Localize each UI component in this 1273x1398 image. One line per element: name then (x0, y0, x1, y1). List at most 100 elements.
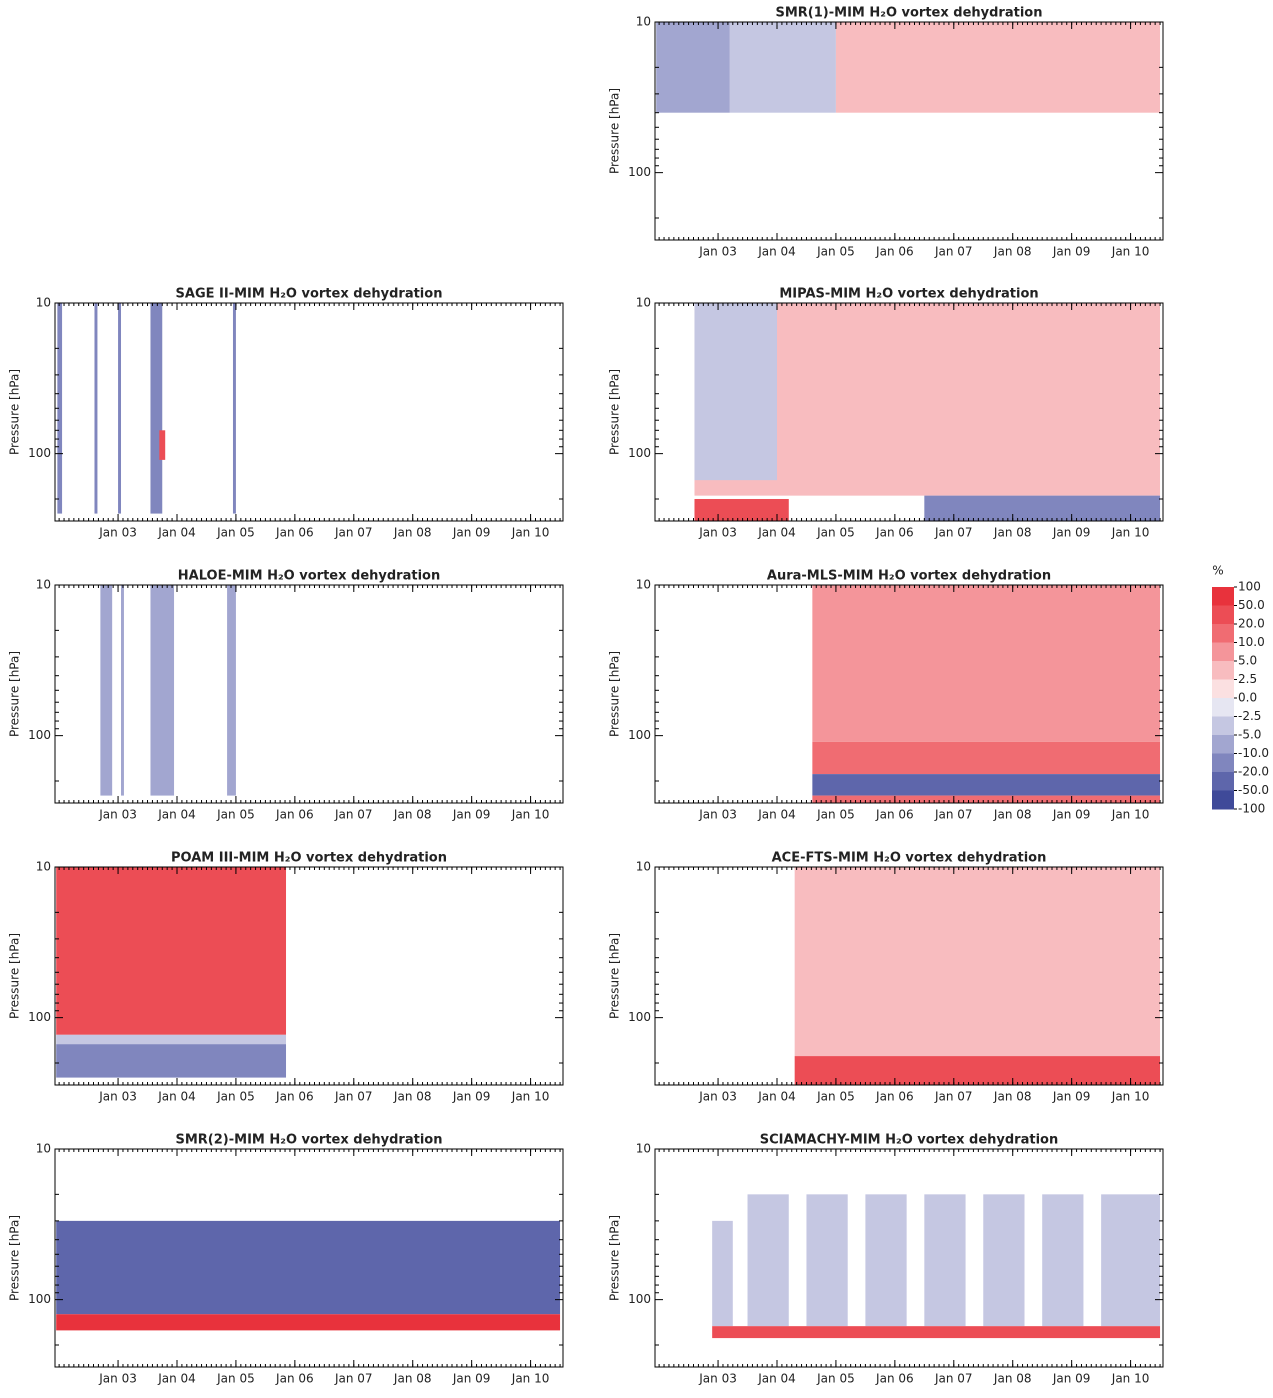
y-axis-label: Pressure [hPa] (8, 651, 22, 737)
colorbar-swatch (1212, 642, 1234, 662)
heat-cell (150, 585, 175, 796)
x-tick-label: Jan 06 (275, 1372, 314, 1386)
panel: HALOE-MIM H₂O vortex dehydration Pressure… (8, 569, 564, 822)
panel-title: MIPAS-MIM H₂O vortex dehydration (779, 287, 1038, 302)
y-tick-label: 100 (628, 1010, 651, 1024)
y-tick-label: 10 (636, 1142, 651, 1156)
x-tick-label: Jan 03 (698, 808, 737, 822)
heat-cell (56, 1314, 561, 1331)
x-tick-label: Jan 10 (1111, 808, 1150, 822)
x-tick-label: Jan 03 (98, 1090, 137, 1104)
x-tick-label: Jan 06 (275, 526, 314, 540)
colorbar-label: 5.0 (1238, 654, 1257, 668)
heat-cell (924, 495, 1161, 521)
x-tick-label: Jan 05 (216, 526, 255, 540)
plot-frame (654, 302, 1164, 522)
heat-cell (656, 22, 730, 113)
x-tick-label: Jan 03 (698, 245, 737, 259)
heat-cell (865, 1194, 907, 1327)
x-tick-label: Jan 09 (452, 808, 491, 822)
panel-title: SCIAMACHY-MIM H₂O vortex dehydration (760, 1133, 1058, 1148)
colorbar-label: 50.0 (1238, 598, 1265, 612)
x-tick-label: Jan 06 (275, 808, 314, 822)
x-tick-label: Jan 10 (1111, 526, 1150, 540)
y-axis-label: Pressure [hPa] (608, 933, 622, 1019)
plot-frame (54, 584, 564, 804)
heat-cell (712, 1220, 733, 1327)
heat-cell (794, 867, 1161, 1057)
x-tick-label: Jan 08 (993, 526, 1032, 540)
x-tick-label: Jan 05 (816, 526, 855, 540)
x-tick-label: Jan 04 (757, 526, 796, 540)
colorbar-swatch (1212, 587, 1234, 606)
colorbar-label: 100 (1238, 580, 1261, 594)
x-tick-label: Jan 04 (157, 526, 196, 540)
y-tick-label: 10 (36, 296, 51, 310)
x-tick-label: Jan 08 (393, 526, 432, 540)
x-tick-label: Jan 06 (875, 1372, 914, 1386)
panel: SCIAMACHY-MIM H₂O vortex dehydration Pres… (608, 1133, 1164, 1386)
x-tick-label: Jan 09 (1052, 526, 1091, 540)
x-tick-label: Jan 05 (816, 1090, 855, 1104)
panel: Aura-MLS-MIM H₂O vortex dehydration Press… (608, 569, 1164, 822)
x-tick-label: Jan 03 (98, 526, 137, 540)
y-tick-label: 100 (28, 446, 51, 460)
y-tick-label: 100 (628, 446, 651, 460)
panel-title: SMR(2)-MIM H₂O vortex dehydration (176, 1133, 443, 1148)
y-tick-label: 10 (36, 1142, 51, 1156)
x-tick-label: Jan 05 (216, 1372, 255, 1386)
x-tick-label: Jan 10 (1111, 245, 1150, 259)
x-tick-label: Jan 07 (334, 526, 373, 540)
x-tick-label: Jan 08 (993, 808, 1032, 822)
x-tick-label: Jan 10 (511, 1372, 550, 1386)
colorbar-label: 20.0 (1238, 617, 1265, 631)
heat-cell (121, 585, 124, 796)
colorbar-swatch (1212, 790, 1234, 810)
x-tick-label: Jan 04 (157, 808, 196, 822)
x-tick-label: Jan 04 (757, 808, 796, 822)
x-tick-label: Jan 06 (875, 808, 914, 822)
x-tick-label: Jan 07 (934, 1372, 973, 1386)
x-tick-label: Jan 08 (993, 1090, 1032, 1104)
panel-title: Aura-MLS-MIM H₂O vortex dehydration (767, 569, 1051, 584)
heat-cell (56, 867, 287, 1035)
heat-cell (712, 1326, 1161, 1339)
x-tick-label: Jan 07 (334, 808, 373, 822)
colorbar-label: 2.5 (1238, 672, 1257, 686)
x-tick-label: Jan 10 (1111, 1090, 1150, 1104)
x-tick-label: Jan 07 (934, 1090, 973, 1104)
heat-cell (812, 741, 1161, 775)
y-tick-label: 10 (36, 578, 51, 592)
x-tick-label: Jan 03 (698, 1090, 737, 1104)
heat-cell (812, 774, 1161, 796)
heat-cell (983, 1194, 1025, 1327)
x-tick-label: Jan 06 (875, 245, 914, 259)
colorbar-swatch (1212, 679, 1234, 699)
y-tick-label: 100 (28, 1010, 51, 1024)
panel: SAGE II-MIM H₂O vortex dehydration Pressu… (8, 287, 564, 540)
heat-cell (94, 303, 98, 514)
x-tick-label: Jan 09 (452, 526, 491, 540)
y-axis-label: Pressure [hPa] (608, 651, 622, 737)
y-tick-label: 10 (636, 860, 651, 874)
heat-cell (56, 1044, 287, 1078)
colorbar-swatch (1212, 605, 1234, 625)
heat-cell (694, 498, 789, 521)
x-tick-label: Jan 04 (757, 1090, 796, 1104)
colorbar-label: 0.0 (1238, 691, 1257, 705)
x-tick-label: Jan 08 (393, 808, 432, 822)
x-tick-label: Jan 04 (157, 1090, 196, 1104)
y-tick-label: 10 (636, 578, 651, 592)
heat-cell (118, 303, 122, 514)
x-tick-label: Jan 09 (1052, 1090, 1091, 1104)
heat-cell (57, 303, 63, 514)
colorbar-label: -50.0 (1238, 783, 1269, 797)
plot-frame (54, 1148, 564, 1368)
y-axis-label: Pressure [hPa] (8, 369, 22, 455)
x-tick-label: Jan 06 (275, 1090, 314, 1104)
x-tick-label: Jan 10 (511, 808, 550, 822)
x-tick-label: Jan 03 (98, 808, 137, 822)
x-tick-label: Jan 06 (875, 526, 914, 540)
colorbar-label: -2.5 (1238, 709, 1261, 723)
